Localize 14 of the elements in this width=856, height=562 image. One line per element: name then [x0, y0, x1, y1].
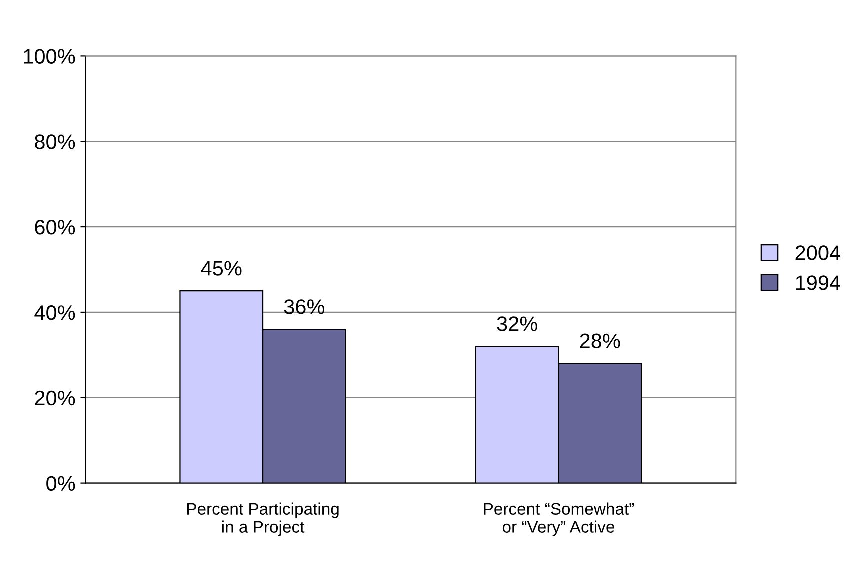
y-tick-label: 100%	[24, 49, 76, 64]
data-label: 32%	[497, 316, 538, 332]
x-tick-label: Percent Participating in a Project	[188, 502, 339, 536]
x-tick-label: Percent “Somewhat” or “Very” Active	[484, 502, 634, 536]
data-label: 45%	[201, 261, 242, 276]
legend-label: 1994	[796, 276, 840, 290]
y-tick-label: 20%	[35, 390, 76, 406]
data-label: 36%	[284, 300, 325, 314]
legend-label: 2004	[796, 246, 840, 260]
y-tick-label: 0%	[46, 476, 76, 492]
y-tick-label: 80%	[35, 134, 76, 150]
y-tick-label: 60%	[35, 220, 76, 235]
data-label: 28%	[580, 334, 620, 348]
y-tick-label: 40%	[34, 305, 76, 320]
